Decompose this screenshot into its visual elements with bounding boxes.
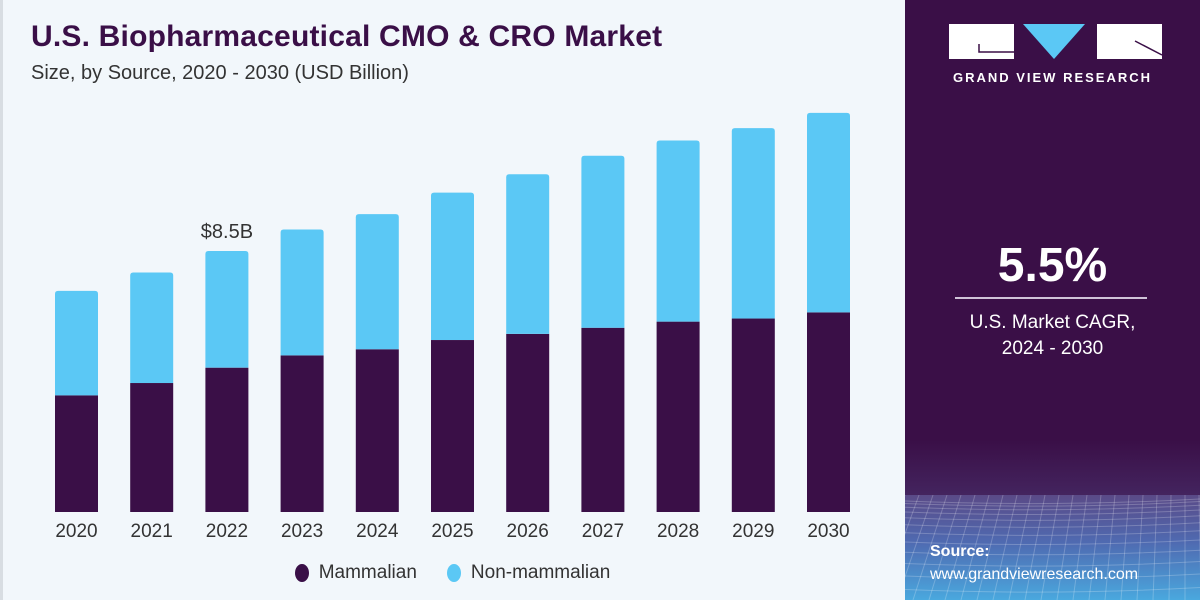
cagr-label: U.S. Market CAGR, 2024 - 2030 bbox=[905, 310, 1200, 362]
bar-non-mammalian-2024 bbox=[355, 214, 399, 350]
x-tick-label-2025: 2025 bbox=[431, 521, 473, 542]
x-tick-label-2020: 2020 bbox=[55, 521, 97, 542]
wireframe-grid-decoration bbox=[905, 495, 1200, 600]
bar-mammalian-2021 bbox=[130, 383, 174, 512]
legend-label-non-mammalian: Non-mammalian bbox=[470, 562, 611, 583]
brand-name: GRAND VIEW RESEARCH bbox=[952, 70, 1153, 85]
bar-non-mammalian-2026 bbox=[506, 174, 550, 334]
bar-non-mammalian-2029 bbox=[731, 128, 775, 319]
bar-mammalian-2022 bbox=[205, 367, 249, 512]
legend-swatch-mammalian bbox=[294, 564, 309, 582]
bar-group-2021: 2021 bbox=[130, 272, 174, 542]
cagr-label-line1: U.S. Market CAGR, bbox=[969, 312, 1136, 333]
legend-item-non-mammalian: Non-mammalian bbox=[446, 562, 611, 584]
legend-item-mammalian: Mammalian bbox=[294, 562, 417, 584]
x-tick-label-2022: 2022 bbox=[206, 521, 248, 542]
bar-mammalian-2030 bbox=[807, 312, 850, 512]
bar-group-2026: 2026 bbox=[506, 174, 550, 542]
bar-group-2027: 2027 bbox=[581, 155, 625, 542]
bar-mammalian-2028 bbox=[656, 321, 700, 512]
bar-non-mammalian-2025 bbox=[431, 192, 474, 341]
bar-non-mammalian-2030 bbox=[807, 112, 850, 313]
bar-non-mammalian-2021 bbox=[130, 272, 174, 384]
source-url[interactable]: www.grandviewresearch.com bbox=[930, 566, 1139, 583]
bar-group-2023: 2023 bbox=[280, 229, 324, 542]
x-tick-label-2024: 2024 bbox=[356, 521, 399, 542]
bar-non-mammalian-2020 bbox=[55, 290, 98, 396]
x-tick-label-2027: 2027 bbox=[582, 521, 624, 542]
panel-fade bbox=[905, 440, 1200, 495]
cagr-label-line2: 2024 - 2030 bbox=[1001, 338, 1104, 359]
bar-non-mammalian-2022 bbox=[205, 251, 249, 368]
chart-subtitle: Size, by Source, 2020 - 2030 (USD Billio… bbox=[31, 62, 409, 84]
x-tick-label-2029: 2029 bbox=[732, 521, 774, 542]
x-tick-label-2026: 2026 bbox=[507, 521, 549, 542]
panel-bottom-gradient bbox=[905, 495, 1200, 600]
bar-group-2024: 2024 bbox=[355, 214, 399, 542]
data-label-2022: $8.5B bbox=[201, 221, 253, 243]
logo-g-block bbox=[949, 24, 1014, 59]
cagr-divider bbox=[955, 297, 1147, 299]
logo-triangle-icon bbox=[1023, 24, 1085, 59]
bar-non-mammalian-2028 bbox=[656, 140, 700, 322]
x-tick-label-2023: 2023 bbox=[281, 521, 323, 542]
grand-view-research-logo bbox=[949, 24, 1163, 59]
bar-group-2020: 2020 bbox=[55, 290, 98, 542]
x-tick-label-2028: 2028 bbox=[657, 521, 699, 542]
info-panel: GRAND VIEW RESEARCH 5.5% U.S. Market CAG… bbox=[905, 0, 1200, 600]
chart-title: U.S. Biopharmaceutical CMO & CRO Market bbox=[31, 20, 663, 53]
bar-group-2029: 2029 bbox=[731, 128, 775, 542]
bar-group-2030: 2030 bbox=[807, 112, 850, 542]
bar-mammalian-2024 bbox=[355, 349, 399, 512]
bar-non-mammalian-2023 bbox=[280, 229, 324, 356]
logo-r-block bbox=[1097, 24, 1162, 59]
bar-mammalian-2020 bbox=[55, 395, 98, 512]
chart-legend: Mammalian Non-mammalian bbox=[0, 562, 905, 584]
source-label: Source: bbox=[930, 543, 990, 560]
x-tick-label-2021: 2021 bbox=[131, 521, 173, 542]
bar-group-2025: 2025 bbox=[431, 192, 474, 542]
bar-chart: 2020 2021 2022 $8.5B 2023 2024 2025 2026 2027 202… bbox=[55, 112, 850, 542]
legend-label-mammalian: Mammalian bbox=[318, 562, 417, 583]
bar-mammalian-2023 bbox=[280, 355, 324, 512]
legend-swatch-non-mammalian bbox=[446, 564, 461, 582]
cagr-value: 5.5% bbox=[997, 239, 1108, 292]
bar-group-2028: 2028 bbox=[656, 140, 700, 542]
bar-non-mammalian-2027 bbox=[581, 155, 625, 328]
bar-mammalian-2027 bbox=[581, 327, 625, 512]
bar-mammalian-2029 bbox=[731, 318, 775, 512]
x-tick-label-2030: 2030 bbox=[807, 521, 849, 542]
left-border bbox=[0, 0, 3, 600]
bar-group-2022: 2022 $8.5B bbox=[201, 221, 253, 542]
bar-mammalian-2025 bbox=[431, 340, 474, 512]
bar-mammalian-2026 bbox=[506, 333, 550, 512]
